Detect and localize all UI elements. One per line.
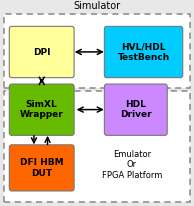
FancyBboxPatch shape xyxy=(9,26,74,78)
Text: HDL
Driver: HDL Driver xyxy=(120,100,152,119)
FancyBboxPatch shape xyxy=(9,84,74,135)
FancyBboxPatch shape xyxy=(104,84,167,135)
Text: Simulator: Simulator xyxy=(74,1,120,11)
Text: DPI: DPI xyxy=(33,48,50,56)
Text: DFI HBM
DUT: DFI HBM DUT xyxy=(20,158,63,178)
FancyBboxPatch shape xyxy=(4,14,190,88)
Text: Emulator
Or
FPGA Platform: Emulator Or FPGA Platform xyxy=(102,150,162,180)
FancyBboxPatch shape xyxy=(104,26,183,78)
Text: SimXL
Wrapper: SimXL Wrapper xyxy=(20,100,64,119)
FancyBboxPatch shape xyxy=(4,91,190,202)
FancyBboxPatch shape xyxy=(9,145,74,191)
Text: HVL/HDL
TestBench: HVL/HDL TestBench xyxy=(117,42,170,62)
